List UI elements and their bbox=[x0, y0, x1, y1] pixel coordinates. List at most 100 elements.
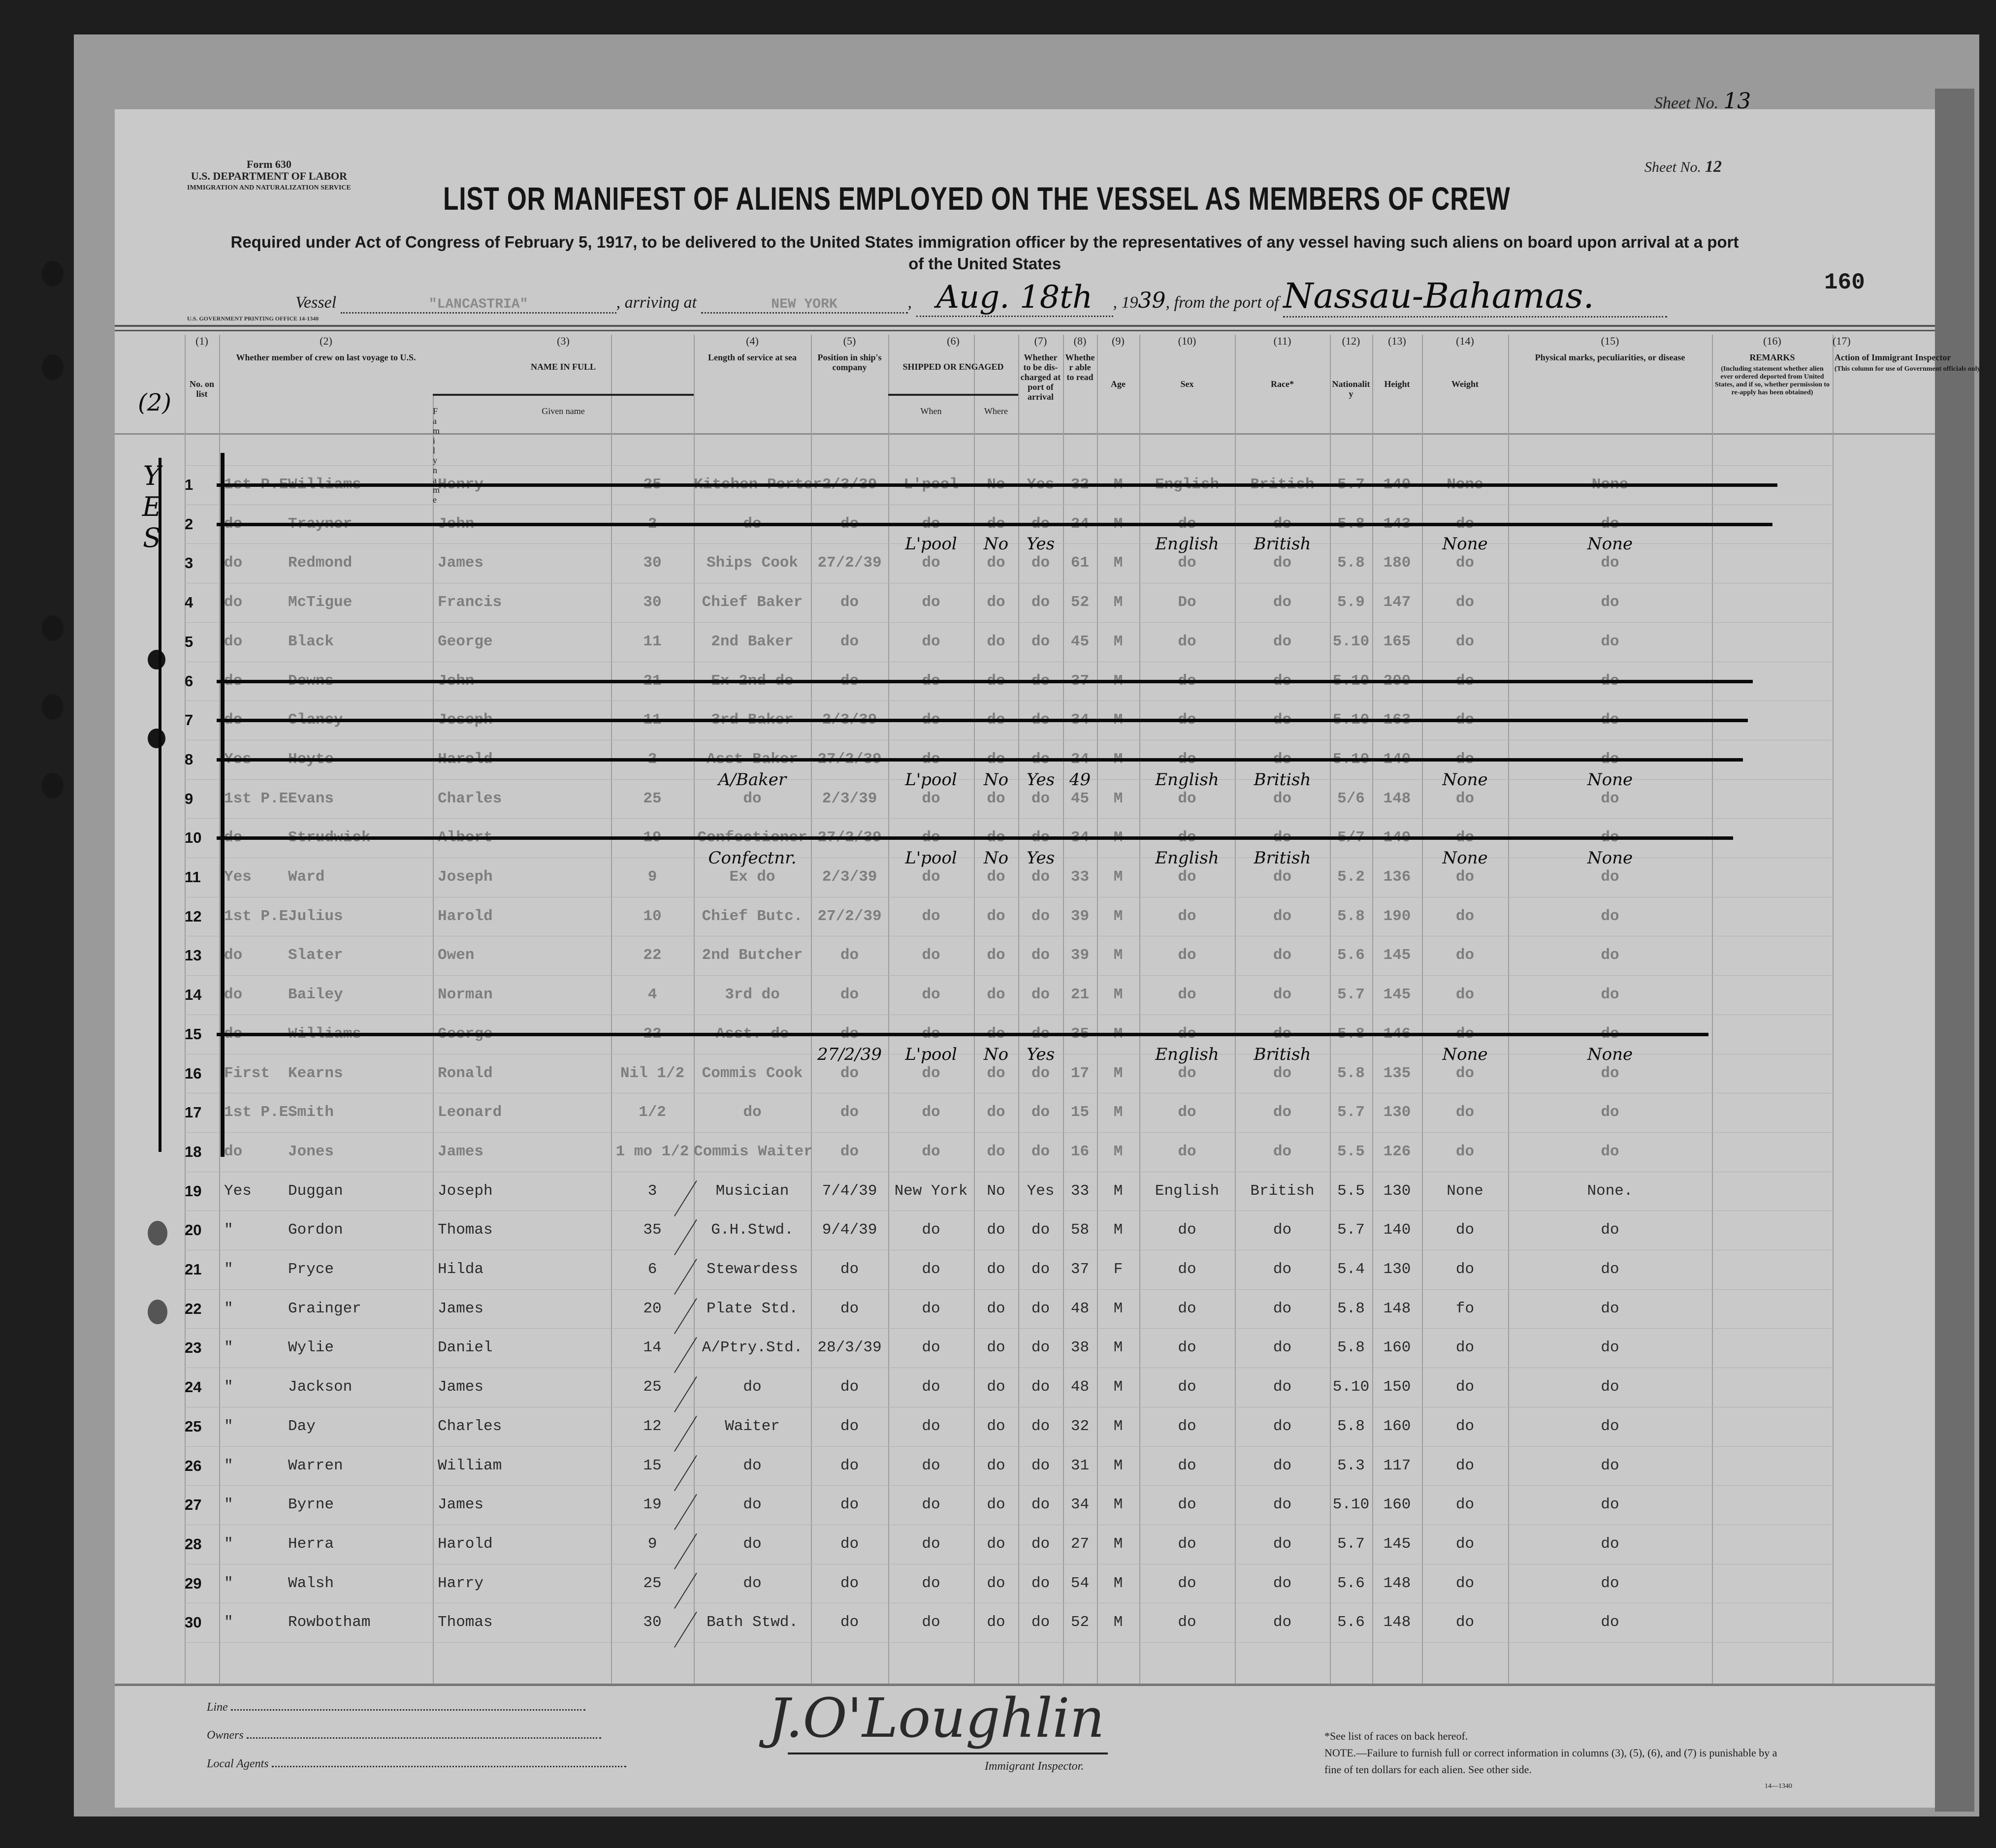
annotation-prev bbox=[219, 536, 283, 552]
cell-no: 23 bbox=[185, 1339, 202, 1357]
cell-sex: M bbox=[1113, 1143, 1123, 1160]
table-row: 12 1st P.E. Julius Harold 10 Chief Butc. 27/2/… bbox=[185, 907, 1833, 926]
column-number: (15) bbox=[1601, 335, 1619, 347]
cell-given: Francis bbox=[438, 594, 502, 611]
cell-weight: 130 bbox=[1383, 1104, 1411, 1121]
annotation-given bbox=[433, 771, 611, 788]
cell-family: Walsh bbox=[288, 1574, 334, 1592]
cell-given: George bbox=[438, 633, 493, 650]
cell-where: do bbox=[922, 1339, 940, 1357]
footer-agents-field: Local Agents bbox=[207, 1757, 626, 1771]
annotation-action bbox=[1712, 850, 1833, 866]
annotation-nationality: British bbox=[1254, 769, 1311, 790]
cell-race: English bbox=[1155, 1182, 1220, 1200]
cell-given: Harold bbox=[438, 1535, 493, 1553]
cell-no: 11 bbox=[185, 868, 201, 886]
table-row: 3 do Redmond James 30 Ships Cook 27/2/39 do do do… bbox=[185, 553, 1833, 573]
cell-position: do bbox=[743, 1574, 762, 1592]
cell-prev: do bbox=[224, 1143, 243, 1160]
cell-position: Bath Stwd. bbox=[706, 1614, 799, 1631]
annotation-family bbox=[283, 536, 433, 552]
cell-prev: do bbox=[224, 633, 243, 650]
cell-age: 31 bbox=[1070, 1457, 1090, 1474]
annotation-height bbox=[1330, 1046, 1372, 1063]
cell-given: Charles bbox=[438, 1417, 502, 1435]
cell-when: do bbox=[840, 1614, 859, 1631]
cell-no: 2 bbox=[185, 515, 193, 533]
cell-service: 12 bbox=[643, 1417, 662, 1435]
cell-discharged: do bbox=[987, 1104, 1005, 1121]
cell-age: 34 bbox=[1070, 1496, 1090, 1514]
column-number: (13) bbox=[1388, 335, 1406, 347]
cell-weight: 117 bbox=[1383, 1457, 1411, 1474]
margin-bracket-line bbox=[221, 453, 225, 1157]
cell-family: Bailey bbox=[288, 986, 343, 1004]
cell-race: do bbox=[1178, 1574, 1196, 1592]
cell-sex: M bbox=[1113, 1614, 1123, 1631]
cell-prev: " bbox=[224, 1221, 233, 1239]
cell-where: do bbox=[922, 1378, 940, 1396]
year-prefix: , 19 bbox=[1113, 293, 1138, 312]
cell-height: 5.8 bbox=[1337, 907, 1365, 925]
column-subheader: (Including statement whether alien ever … bbox=[1714, 365, 1830, 396]
cell-sex: F bbox=[1113, 1261, 1123, 1278]
inspector-label: Immigrant Inspector. bbox=[985, 1760, 1084, 1773]
cell-nationality: do bbox=[1273, 1496, 1292, 1514]
column-number: (16) bbox=[1763, 335, 1781, 347]
cell-height: 5.10 bbox=[1332, 633, 1370, 650]
column-divider bbox=[185, 335, 186, 1684]
cell-height: 5/6 bbox=[1337, 790, 1365, 807]
cell-prev: " bbox=[224, 1417, 233, 1435]
cell-family: Grainger bbox=[288, 1300, 361, 1317]
cell-service: 19 bbox=[643, 1496, 662, 1514]
cell-when: do bbox=[840, 1457, 859, 1474]
cell-sex: M bbox=[1113, 1182, 1123, 1200]
cell-sex: M bbox=[1113, 986, 1123, 1004]
column-number: (7) bbox=[1034, 335, 1047, 347]
cell-service: 6 bbox=[647, 1261, 657, 1278]
annotation-discharged: No bbox=[983, 534, 1009, 554]
cell-action bbox=[1712, 1534, 1833, 1554]
column-divider bbox=[1097, 335, 1098, 1684]
cell-discharged: do bbox=[987, 1064, 1005, 1082]
column-number: (1) bbox=[195, 335, 208, 347]
cell-action bbox=[1712, 553, 1833, 573]
cell-sex: M bbox=[1113, 1378, 1123, 1396]
cell-race: Do bbox=[1178, 594, 1196, 611]
cell-weight: 148 bbox=[1383, 1614, 1411, 1631]
cell-remarks: do bbox=[1601, 868, 1619, 886]
cell-weight: 136 bbox=[1383, 868, 1411, 886]
cell-remarks: do bbox=[1601, 1457, 1619, 1474]
cell-weight: 165 bbox=[1383, 633, 1411, 650]
cell-given: Joseph bbox=[438, 1182, 493, 1200]
annotation-discharged: No bbox=[983, 769, 1009, 790]
cell-no: 20 bbox=[185, 1221, 202, 1239]
cell-prev: " bbox=[224, 1300, 233, 1317]
table-row: 20 " Gordon Thomas 35 G.H.Stwd. 9/4/39 do do do 58… bbox=[185, 1220, 1833, 1240]
margin-bracket-line bbox=[159, 458, 161, 1152]
column-header: Whether able to read bbox=[1065, 352, 1095, 382]
cell-service: 11 bbox=[643, 633, 662, 650]
cell-read: do bbox=[1031, 1614, 1050, 1631]
cell-where: do bbox=[922, 1261, 940, 1278]
cell-sex: M bbox=[1113, 633, 1123, 650]
cell-sex: M bbox=[1113, 1339, 1123, 1357]
page-stamp-number: 160 bbox=[1824, 270, 1865, 295]
cell-sex: M bbox=[1113, 1064, 1123, 1082]
form-number: Form 630 bbox=[246, 158, 291, 170]
cell-physical: do bbox=[1455, 986, 1475, 1004]
cell-age: 33 bbox=[1070, 1182, 1090, 1200]
cell-position: do bbox=[743, 1496, 762, 1514]
cell-when: do bbox=[840, 1496, 859, 1514]
cell-service: 15 bbox=[643, 1457, 662, 1474]
cell-read: do bbox=[1031, 1064, 1050, 1082]
arriving-port: NEW YORK bbox=[771, 297, 837, 312]
cell-no: 25 bbox=[185, 1417, 202, 1435]
header-rule bbox=[115, 330, 1935, 331]
column-number: (5) bbox=[843, 335, 856, 347]
cell-where: do bbox=[922, 1614, 940, 1631]
cell-age: 37 bbox=[1070, 1261, 1090, 1278]
